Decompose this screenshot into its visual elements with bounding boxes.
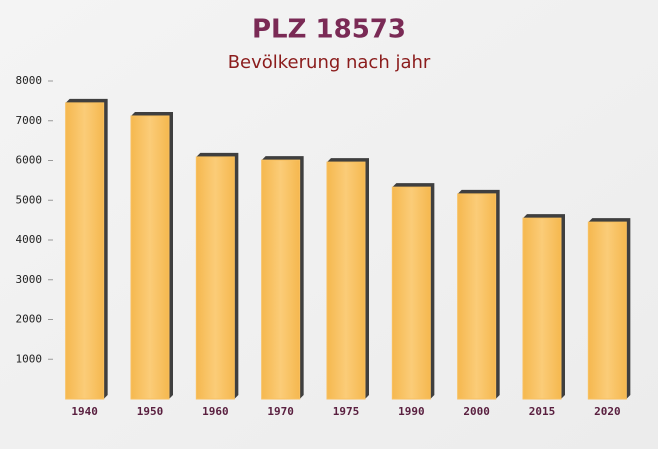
bar bbox=[391, 186, 431, 400]
bar bbox=[326, 161, 366, 400]
chart-title: PLZ 18573 bbox=[252, 15, 406, 45]
chart-subtitle: Bevölkerung nach jahr bbox=[228, 52, 431, 73]
y-tick-label: 6000 bbox=[16, 154, 43, 167]
x-tick-label: 1975 bbox=[333, 405, 360, 418]
x-tick-label: 2020 bbox=[594, 405, 621, 418]
y-tick-label: 1000 bbox=[16, 352, 43, 365]
x-tick-label: 2015 bbox=[529, 405, 556, 418]
bar bbox=[587, 221, 627, 400]
y-tick-label: 4000 bbox=[16, 233, 43, 246]
bar bbox=[457, 193, 497, 400]
x-tick-label: 1950 bbox=[137, 405, 164, 418]
x-tick-label: 1940 bbox=[71, 405, 98, 418]
y-tick-label: 5000 bbox=[16, 193, 43, 206]
y-tick-label: 2000 bbox=[16, 313, 43, 326]
bar bbox=[261, 159, 301, 400]
x-tick-label: 1970 bbox=[267, 405, 294, 418]
bar bbox=[195, 156, 235, 400]
bar bbox=[130, 115, 170, 400]
bar bbox=[522, 217, 562, 400]
y-tick-label: 8000 bbox=[16, 74, 43, 87]
y-tick-label: 7000 bbox=[16, 114, 43, 127]
bar bbox=[65, 102, 105, 400]
x-tick-label: 1960 bbox=[202, 405, 229, 418]
y-tick-label: 3000 bbox=[16, 273, 43, 286]
x-tick-label: 2000 bbox=[463, 405, 490, 418]
x-tick-label: 1990 bbox=[398, 405, 425, 418]
